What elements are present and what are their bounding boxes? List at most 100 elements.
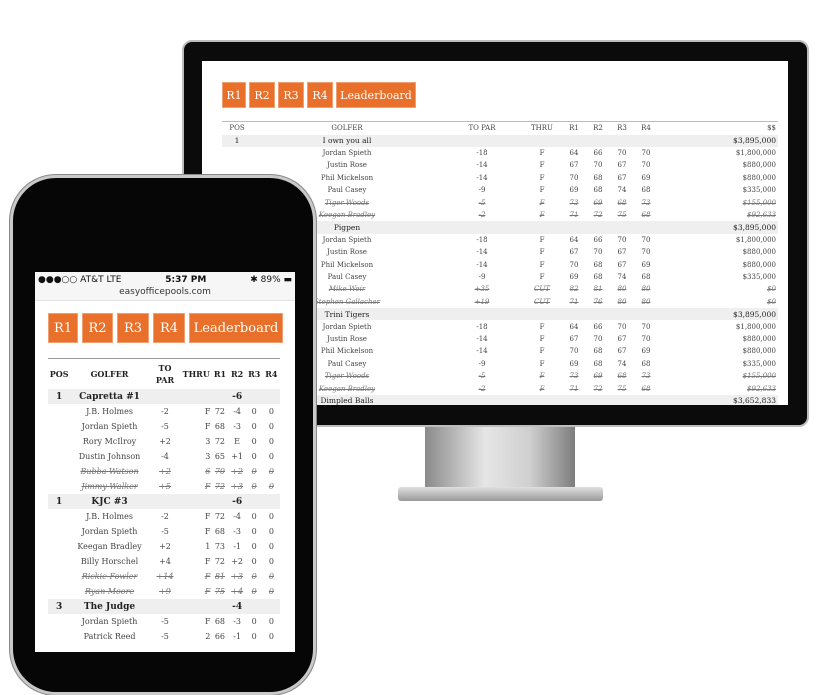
golfer-row[interactable]: Mike Weir +35 CUT 82 81 80 80 $0 xyxy=(222,283,778,295)
column-header: R1 xyxy=(213,369,227,379)
round-score: 0 xyxy=(251,632,257,641)
earnings: $335,000 xyxy=(742,359,776,368)
to-par: -2 xyxy=(478,384,486,393)
round-score: 70 xyxy=(617,149,627,158)
golfer-name: Jordan Spieth xyxy=(81,422,138,431)
golfer-row[interactable]: Tiger Woods -5 F 73 69 68 73 $155,000 xyxy=(222,196,778,208)
team-row[interactable]: 3 The Judge -4 xyxy=(48,599,280,614)
round-score: 72 xyxy=(593,211,603,220)
column-header: R1 xyxy=(569,124,579,133)
golfer-name: Jordan Spieth xyxy=(322,149,372,158)
round-score: 73 xyxy=(641,198,651,207)
golfer-row[interactable]: Paul Casey -9 F 69 68 74 68 $335,000 xyxy=(222,358,778,370)
to-par: -5 xyxy=(161,617,169,626)
round-score: 73 xyxy=(214,542,226,551)
to-par: -4 xyxy=(161,452,169,461)
carrier-signal: ●●●○○ AT&T LTE xyxy=(38,274,122,285)
golfer-row[interactable]: Rickie Fowler +14 F 81 +3 0 0 xyxy=(48,569,280,584)
column-header: $$ xyxy=(767,124,776,133)
golfer-row[interactable]: J.B. Holmes -2 F 72 -4 0 0 xyxy=(48,404,280,419)
thru: 1 xyxy=(205,542,211,551)
tab-r2[interactable]: R2 xyxy=(82,313,113,343)
golfer-row[interactable]: Jimmy Walker +5 F 72 +3 0 0 xyxy=(48,479,280,494)
earnings: $155,000 xyxy=(742,198,776,207)
earnings: $880,000 xyxy=(742,260,776,269)
golfer-row[interactable]: Phil Mickelson -14 F 70 68 67 69 $880,000 xyxy=(222,345,778,357)
to-par: -5 xyxy=(478,198,486,207)
thru: 3 xyxy=(205,437,211,446)
golfer-row[interactable]: Jordan Spieth -18 F 64 66 70 70 $1,800,000 xyxy=(222,320,778,332)
golfer-name: Justin Rose xyxy=(327,334,367,343)
round-score: 0 xyxy=(268,557,274,566)
round-score: 70 xyxy=(641,149,651,158)
tab-r2[interactable]: R2 xyxy=(249,82,275,108)
round-score: 0 xyxy=(251,452,257,461)
round-score: +3 xyxy=(231,572,243,581)
golfer-row[interactable]: Jordan Spieth -18 F 64 66 70 70 $1,800,000 xyxy=(222,234,778,246)
golfer-row[interactable]: Jordan Spieth -18 F 64 66 70 70 $1,800,000 xyxy=(222,147,778,159)
column-header: TO PAR xyxy=(468,124,496,133)
golfer-row[interactable]: Justin Rose -14 F 67 70 67 70 $880,000 xyxy=(222,159,778,171)
golfer-row[interactable]: Keegan Bradley -2 F 71 72 75 68 $92,633 xyxy=(222,382,778,394)
golfer-row[interactable]: Billy Horschel +4 F 72 +2 0 0 xyxy=(48,554,280,569)
round-score: 69 xyxy=(641,173,651,182)
tab-r1[interactable]: R1 xyxy=(48,313,78,343)
team-row[interactable]: 1 Capretta #1 -6 xyxy=(48,389,280,404)
round-score: 71 xyxy=(569,297,579,306)
golfer-row[interactable]: Jordan Spieth -5 F 68 -3 0 0 xyxy=(48,524,280,539)
round-score: +3 xyxy=(231,482,243,491)
golfer-row[interactable]: Paul Casey -9 F 69 68 74 68 $335,000 xyxy=(222,271,778,283)
tab-leaderboard[interactable]: Leaderboard xyxy=(189,313,283,343)
tab-r4[interactable]: R4 xyxy=(153,313,185,343)
tab-r3[interactable]: R3 xyxy=(278,82,304,108)
golfer-row[interactable]: Justin Rose -14 F 67 70 67 70 $880,000 xyxy=(222,246,778,258)
golfer-row[interactable]: Jordan Spieth -5 F 68 -3 0 0 xyxy=(48,419,280,434)
golfer-row[interactable]: Jordan Spieth -5 F 68 -3 0 0 xyxy=(48,614,280,629)
round-score: 74 xyxy=(617,186,627,195)
golfer-name: Paul Casey xyxy=(327,186,367,195)
golfer-row[interactable]: Phil Mickelson -14 F 70 68 67 69 $880,000 xyxy=(222,172,778,184)
thru: F xyxy=(204,587,211,596)
golfer-name: Dustin Johnson xyxy=(78,452,141,461)
golfer-row[interactable]: J.B. Holmes -2 F 72 -4 0 0 xyxy=(48,509,280,524)
column-header: R3 xyxy=(617,124,627,133)
tab-r4[interactable]: R4 xyxy=(307,82,333,108)
battery-indicator: ✱ 89% ▬ xyxy=(250,274,292,285)
round-score: 81 xyxy=(593,285,603,294)
golfer-row[interactable]: Justin Rose -14 F 67 70 67 70 $880,000 xyxy=(222,333,778,345)
team-row[interactable]: Pigpen $3,895,000 xyxy=(222,221,778,234)
golfer-row[interactable]: Phil Mickelson -14 F 70 68 67 69 $880,000 xyxy=(222,258,778,270)
golfer-row[interactable]: Ryan Moore +9 F 75 +4 0 0 xyxy=(48,584,280,599)
golfer-row[interactable]: Keegan Bradley -2 F 71 72 75 68 $92,633 xyxy=(222,209,778,221)
to-par: -5 xyxy=(161,422,169,431)
golfer-row[interactable]: Paul Casey -9 F 69 68 74 68 $335,000 xyxy=(222,184,778,196)
position: 1 xyxy=(48,494,71,509)
spacer xyxy=(148,389,212,404)
tab-r3[interactable]: R3 xyxy=(117,313,149,343)
golfer-row[interactable]: Bubba Watson +2 6 70 +2 0 0 xyxy=(48,464,280,479)
golfer-row[interactable]: Patrick Reed -5 2 66 -1 0 0 xyxy=(48,629,280,644)
earnings: $880,000 xyxy=(742,334,776,343)
column-header: POS xyxy=(229,124,245,133)
position xyxy=(222,159,252,171)
golfer-name: Rickie Fowler xyxy=(81,572,138,581)
golfer-row[interactable]: Tiger Woods -5 F 73 69 68 73 $155,000 xyxy=(222,370,778,382)
position xyxy=(48,419,70,434)
tab-r1[interactable]: R1 xyxy=(222,82,246,108)
url-bar[interactable]: easyofficepools.com xyxy=(35,287,295,301)
golfer-row[interactable]: Rory McIlroy +2 3 72 E 0 0 xyxy=(48,434,280,449)
golfer-row[interactable]: Keegan Bradley +2 1 73 -1 0 0 xyxy=(48,539,280,554)
tab-leaderboard[interactable]: Leaderboard xyxy=(336,82,416,108)
to-par: +2 xyxy=(159,467,171,476)
round-score: 73 xyxy=(569,198,579,207)
round-score: 0 xyxy=(268,407,274,416)
round-score: 0 xyxy=(268,632,274,641)
golfer-row[interactable]: Dustin Johnson -4 3 65 +1 0 0 xyxy=(48,449,280,464)
round-score: 0 xyxy=(251,512,257,521)
team-name: Dimpled Balls xyxy=(252,394,442,405)
team-row[interactable]: 1 KJC #3 -6 xyxy=(48,494,280,509)
round-score: 0 xyxy=(268,482,274,491)
golfer-row[interactable]: Stephen Gallacher +19 CUT 71 76 80 80 $0 xyxy=(222,296,778,308)
round-score: 76 xyxy=(593,297,603,306)
